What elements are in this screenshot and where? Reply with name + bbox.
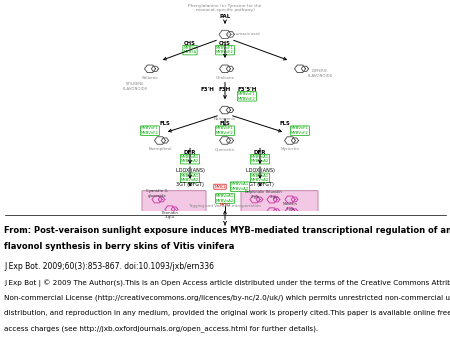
Text: J Exp Bot | © 2009 The Author(s).This is an Open Access article distributed unde: J Exp Bot | © 2009 The Author(s).This is… bbox=[4, 280, 450, 287]
Text: DFR: DFR bbox=[184, 150, 196, 155]
Text: Malvidin
3-glu: Malvidin 3-glu bbox=[283, 202, 297, 211]
Text: F3'5'H: F3'5'H bbox=[237, 87, 256, 92]
Text: Cyanidin 3-
glucoside: Cyanidin 3- glucoside bbox=[146, 189, 168, 198]
Text: FLS: FLS bbox=[160, 121, 171, 126]
Text: MYBVvF1
MYBVvF2: MYBVvF1 MYBVvF2 bbox=[291, 126, 309, 135]
Text: Myricetin: Myricetin bbox=[280, 147, 300, 151]
Text: PAL: PAL bbox=[220, 14, 230, 19]
Text: MYB1: MYB1 bbox=[219, 203, 231, 207]
Text: MYBVvA1
MYBVvA2: MYBVvA1 MYBVvA2 bbox=[216, 194, 234, 203]
Text: FLS: FLS bbox=[279, 121, 290, 126]
Text: LDOX (ANS): LDOX (ANS) bbox=[246, 168, 274, 173]
Text: Quercetin: Quercetin bbox=[215, 147, 235, 151]
Text: Peonidin
3-glu: Peonidin 3-glu bbox=[162, 211, 179, 219]
Text: Tagging and Vacuole transportation: Tagging and Vacuole transportation bbox=[189, 204, 261, 208]
Text: Stilbene: Stilbene bbox=[142, 76, 158, 80]
Text: Naringenin: Naringenin bbox=[214, 117, 236, 121]
Text: MYBVvA1
MYBVvA2: MYBVvA1 MYBVvA2 bbox=[251, 155, 269, 164]
Text: access charges (see http://jxb.oxfordjournals.org/open_access.html for further d: access charges (see http://jxb.oxfordjou… bbox=[4, 325, 319, 332]
Text: F3'H: F3'H bbox=[200, 87, 214, 92]
Text: J Exp Bot. 2009;60(3):853-867. doi:10.1093/jxb/ern336: J Exp Bot. 2009;60(3):853-867. doi:10.10… bbox=[4, 262, 215, 271]
Text: DFR: DFR bbox=[254, 150, 266, 155]
Text: FLS: FLS bbox=[220, 121, 230, 126]
Text: MYBVvA1
MYBVvA2: MYBVvA1 MYBVvA2 bbox=[181, 173, 199, 182]
Text: From: Post-veraison sunlight exposure induces MYB-mediated transcriptional regul: From: Post-veraison sunlight exposure in… bbox=[4, 226, 450, 236]
Text: Delphinidin
3-glu: Delphinidin 3-glu bbox=[245, 190, 265, 199]
Text: Phenylalanine (or Tyrosine for the: Phenylalanine (or Tyrosine for the bbox=[188, 4, 262, 8]
FancyBboxPatch shape bbox=[241, 191, 318, 222]
FancyBboxPatch shape bbox=[142, 191, 206, 222]
Text: MYBVvF1
MYBVvF2: MYBVvF1 MYBVvF2 bbox=[216, 126, 234, 135]
Text: flavonol synthesis in berry skins of Vitis vinifera: flavonol synthesis in berry skins of Vit… bbox=[4, 242, 235, 251]
Text: Chalcone: Chalcone bbox=[216, 76, 234, 80]
Text: CHS: CHS bbox=[184, 41, 196, 46]
Text: F3H: F3H bbox=[219, 87, 231, 92]
Text: MYBVvA1
MYBVvA2: MYBVvA1 MYBVvA2 bbox=[251, 173, 269, 182]
Text: Petunidin
3-glu: Petunidin 3-glu bbox=[266, 190, 282, 199]
Text: Kaempferol: Kaempferol bbox=[148, 147, 172, 151]
Text: 3GT (UFGT): 3GT (UFGT) bbox=[176, 182, 204, 187]
Text: MYBVvF1
MYBVvF2: MYBVvF1 MYBVvF2 bbox=[238, 92, 256, 101]
Text: CHS: CHS bbox=[219, 41, 231, 46]
Text: distribution, and reproduction in any medium, provided the original work is prop: distribution, and reproduction in any me… bbox=[4, 310, 450, 316]
Text: MYBVvF1
MYBVvF2: MYBVvF1 MYBVvF2 bbox=[141, 126, 159, 135]
Text: MYBVvA1
MYBVvA2: MYBVvA1 MYBVvA2 bbox=[231, 183, 249, 191]
Text: LDOX (ANS): LDOX (ANS) bbox=[176, 168, 204, 173]
Text: DIMERIC
FLAVONOIDS: DIMERIC FLAVONOIDS bbox=[307, 69, 333, 78]
Text: MYBVvF1
MYBVvF2: MYBVvF1 MYBVvF2 bbox=[216, 46, 234, 54]
Text: p-Coumaric acid: p-Coumaric acid bbox=[226, 32, 260, 37]
Text: MYB1: MYB1 bbox=[214, 185, 226, 189]
Text: monocot-specific pathway): monocot-specific pathway) bbox=[196, 8, 254, 12]
Text: STILBENE
FLAVONOIDS: STILBENE FLAVONOIDS bbox=[122, 82, 148, 91]
Text: Non-commercial License (http://creativecommons.org/licences/by-nc/2.0/uk/) which: Non-commercial License (http://creativec… bbox=[4, 295, 450, 301]
Text: 3GT (UFGT): 3GT (UFGT) bbox=[246, 182, 274, 187]
Text: MYB5a
MYB5b: MYB5a MYB5b bbox=[184, 46, 197, 54]
Text: MYBVvA1
MYBVvA2: MYBVvA1 MYBVvA2 bbox=[181, 155, 199, 164]
